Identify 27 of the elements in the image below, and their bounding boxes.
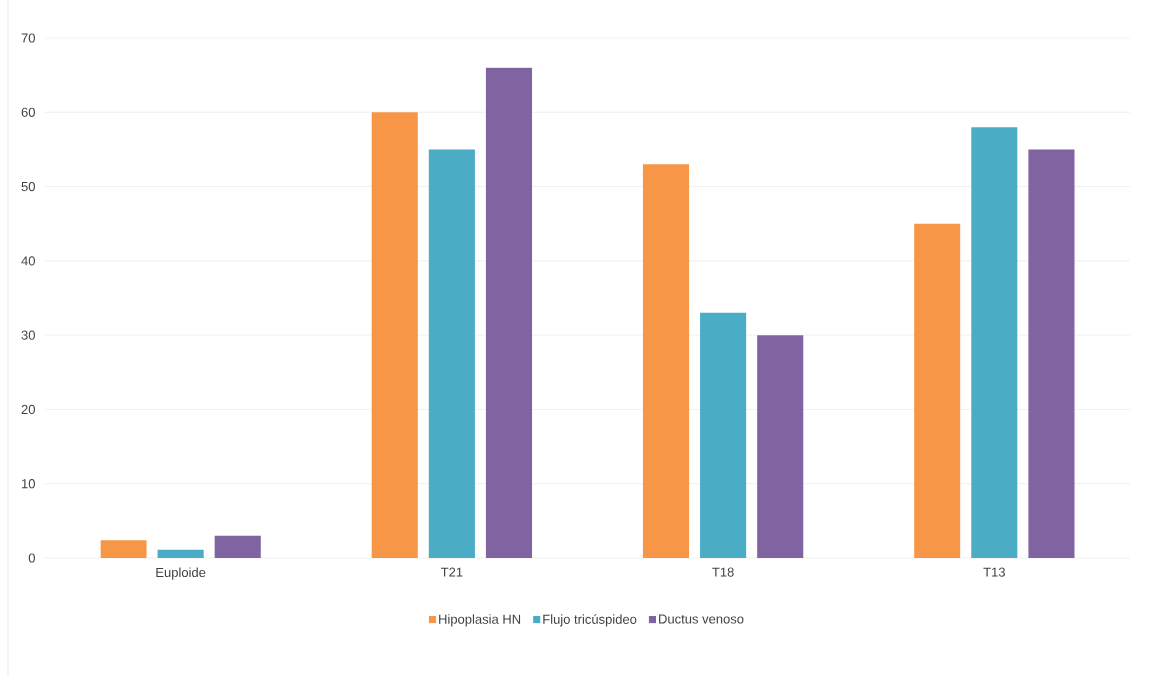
- bar: [214, 535, 261, 558]
- bar: [100, 540, 147, 558]
- y-tick-label: 70: [21, 33, 35, 43]
- legend-label: Ductus venoso: [659, 614, 744, 624]
- y-tick-label: 10: [22, 479, 35, 489]
- x-tick-label: T13: [983, 567, 1005, 577]
- y-tick-label: 40: [21, 256, 35, 266]
- y-tick-label: 30: [21, 330, 35, 340]
- legend-label: Flujo tricúspideo: [543, 614, 637, 627]
- x-tick-label: T21: [440, 567, 463, 577]
- y-tick-label: 20: [21, 404, 35, 415]
- bar: [157, 549, 204, 558]
- bar: [428, 149, 475, 558]
- y-tick-label: 50: [21, 181, 35, 192]
- x-tick-label: T18: [712, 567, 734, 577]
- y-tick-label: 60: [21, 107, 35, 117]
- y-tick-label: 0: [28, 553, 35, 563]
- bar: [642, 164, 690, 558]
- bar: [757, 335, 804, 558]
- bar: [371, 112, 418, 558]
- bar: [1028, 149, 1075, 558]
- x-tick-label: Euploide: [156, 567, 206, 580]
- bar: [700, 312, 747, 558]
- legend-label: Hipoplasia HN: [439, 614, 521, 627]
- bar: [914, 223, 961, 558]
- bar: [971, 127, 1018, 558]
- bar: [485, 67, 533, 558]
